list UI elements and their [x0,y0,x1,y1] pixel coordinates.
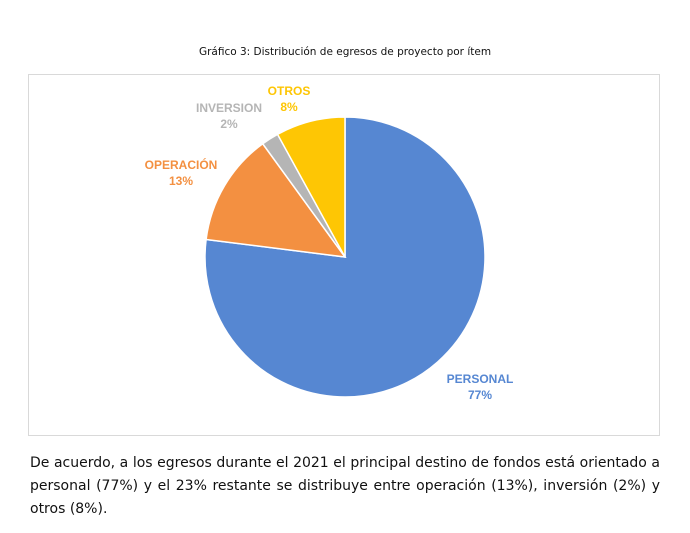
slice-name-otros: OTROS [267,84,311,98]
chart-area: PERSONAL 77% OPERACIÓN 13% INVERSION 2% … [28,74,660,436]
pie-slice-personal [204,116,486,398]
slice-percent-otros: 8% [280,100,298,114]
chart-caption: Gráfico 3: Distribución de egresos de pr… [198,46,492,58]
slice-label-operacion: OPERACIÓN 13% [131,157,231,189]
slice-label-otros: OTROS 8% [261,83,317,115]
body-paragraph: De acuerdo, a los egresos durante el 202… [30,455,660,517]
slice-label-personal: PERSONAL 77% [435,371,525,403]
slice-percent-inversion: 2% [220,117,238,131]
slice-name-operacion: OPERACIÓN [144,158,218,172]
pie-chart [204,116,486,398]
pie-slice-otros [276,116,346,258]
slice-percent-personal: 77% [467,388,493,402]
slice-label-inversion: INVERSION 2% [189,100,269,132]
slice-percent-operacion: 13% [168,174,194,188]
slice-name-personal: PERSONAL [446,372,514,386]
slice-name-inversion: INVERSION [195,101,262,115]
pie-slice-operacion [205,142,347,258]
